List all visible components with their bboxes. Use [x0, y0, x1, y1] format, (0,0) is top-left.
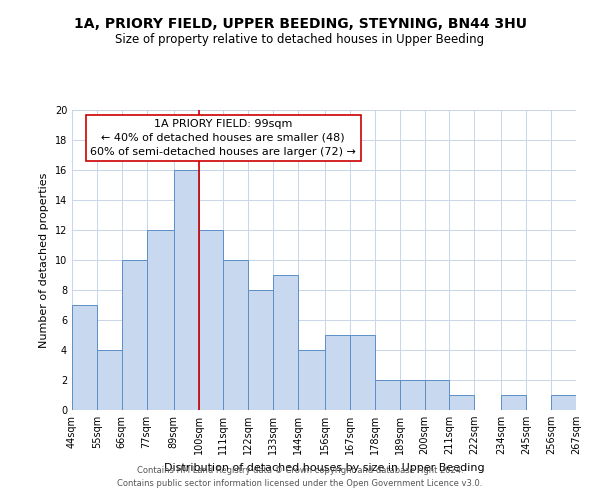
Bar — [273, 275, 298, 410]
Bar — [97, 350, 122, 410]
Bar — [350, 335, 375, 410]
Bar — [248, 290, 273, 410]
Bar — [199, 230, 223, 410]
Bar — [425, 380, 449, 410]
Bar — [551, 395, 576, 410]
Bar — [223, 260, 248, 410]
Text: Contains HM Land Registry data © Crown copyright and database right 2024.
Contai: Contains HM Land Registry data © Crown c… — [118, 466, 482, 487]
Y-axis label: Number of detached properties: Number of detached properties — [39, 172, 49, 348]
Text: 1A, PRIORY FIELD, UPPER BEEDING, STEYNING, BN44 3HU: 1A, PRIORY FIELD, UPPER BEEDING, STEYNIN… — [74, 18, 527, 32]
Bar — [502, 395, 526, 410]
Bar — [375, 380, 400, 410]
Bar — [174, 170, 199, 410]
Bar — [325, 335, 350, 410]
Bar — [400, 380, 425, 410]
Text: 1A PRIORY FIELD: 99sqm
← 40% of detached houses are smaller (48)
60% of semi-det: 1A PRIORY FIELD: 99sqm ← 40% of detached… — [90, 119, 356, 157]
Text: Size of property relative to detached houses in Upper Beeding: Size of property relative to detached ho… — [115, 32, 485, 46]
Bar — [298, 350, 325, 410]
Bar — [122, 260, 146, 410]
Bar — [449, 395, 474, 410]
Bar — [146, 230, 174, 410]
X-axis label: Distribution of detached houses by size in Upper Beeding: Distribution of detached houses by size … — [164, 462, 484, 472]
Bar — [72, 305, 97, 410]
